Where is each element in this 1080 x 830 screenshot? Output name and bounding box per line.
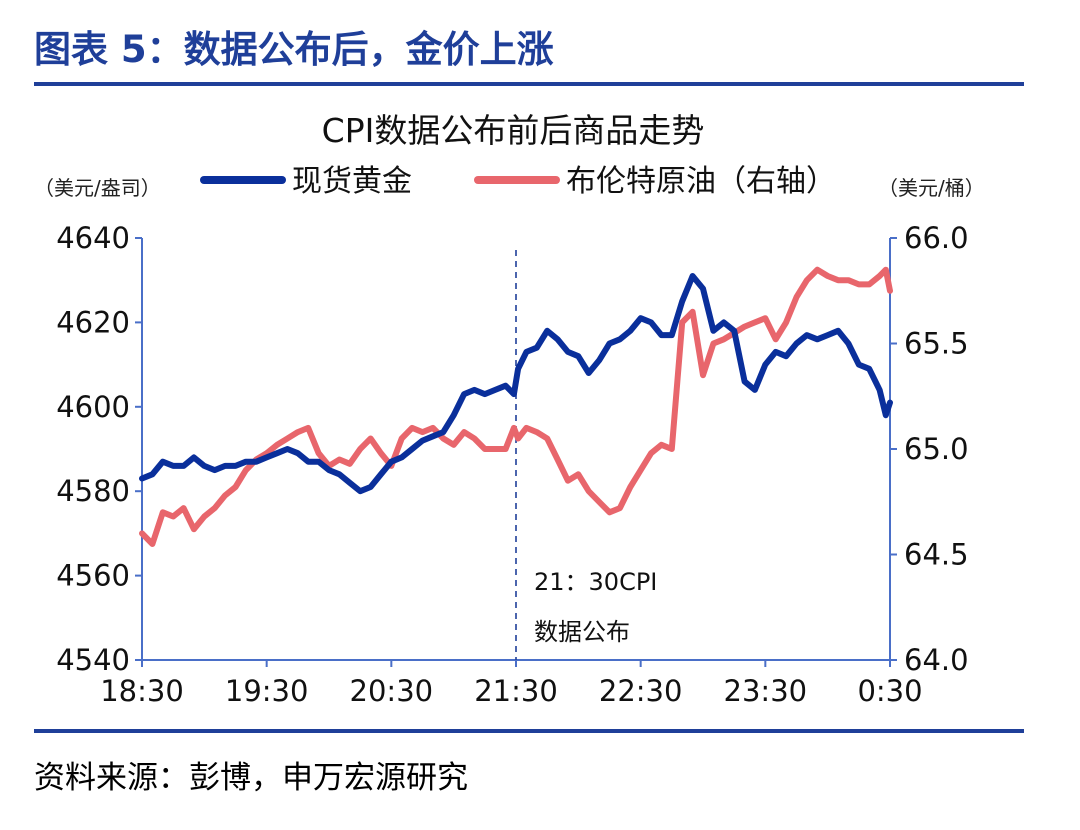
x-tick-label: 0:30 <box>857 674 922 708</box>
y-right-tick-label: 65.5 <box>904 327 969 361</box>
y-right-tick-label: 64.0 <box>904 643 969 677</box>
y-left-tick-label: 4560 <box>56 559 130 593</box>
line-chart: CPI数据公布前后商品走势 现货黄金 布伦特原油（右轴） （美元/盎司） （美元… <box>34 111 985 708</box>
cpi-annotation-line2: 数据公布 <box>534 618 630 646</box>
footer-rule <box>34 729 1024 733</box>
legend-label-gold: 现货黄金 <box>292 164 412 199</box>
x-ticks: 18:30 19:30 20:30 21:30 22:30 23:30 0:30 <box>100 660 923 708</box>
y-left-tick-label: 4540 <box>56 643 130 677</box>
y-right-ticks: 66.0 65.5 65.0 64.5 64.0 <box>890 221 969 677</box>
y-right-tick-label: 64.5 <box>904 538 969 572</box>
y-left-ticks: 4640 4620 4600 4580 4560 4540 <box>56 221 142 677</box>
x-tick-label: 20:30 <box>350 674 434 708</box>
source-note: 资料来源：彭博，申万宏源研究 <box>34 760 468 796</box>
x-tick-label: 23:30 <box>724 674 808 708</box>
brent-price-line <box>139 266 893 547</box>
x-tick-label: 21:30 <box>474 674 558 708</box>
x-tick-label: 19:30 <box>225 674 309 708</box>
chart-title: CPI数据公布前后商品走势 <box>322 111 705 150</box>
figure-title: 图表 5：数据公布后，金价上涨 <box>34 28 554 71</box>
y-left-tick-label: 4640 <box>56 221 130 255</box>
cpi-annotation-line1: 21：30CPI <box>534 568 657 596</box>
y-left-unit-label: （美元/盎司） <box>34 176 161 200</box>
y-right-unit-label: （美元/桶） <box>878 176 985 200</box>
y-left-tick-label: 4580 <box>56 474 130 508</box>
y-left-tick-label: 4600 <box>56 390 130 424</box>
y-right-tick-label: 65.0 <box>904 432 969 466</box>
series-layer <box>139 266 893 547</box>
header-rule <box>34 82 1024 86</box>
gold-price-line <box>139 273 893 495</box>
x-tick-label: 18:30 <box>100 674 184 708</box>
y-left-tick-label: 4620 <box>56 305 130 339</box>
x-tick-label: 22:30 <box>599 674 683 708</box>
y-right-tick-label: 66.0 <box>904 221 969 255</box>
legend-label-brent: 布伦特原油（右轴） <box>566 164 836 199</box>
